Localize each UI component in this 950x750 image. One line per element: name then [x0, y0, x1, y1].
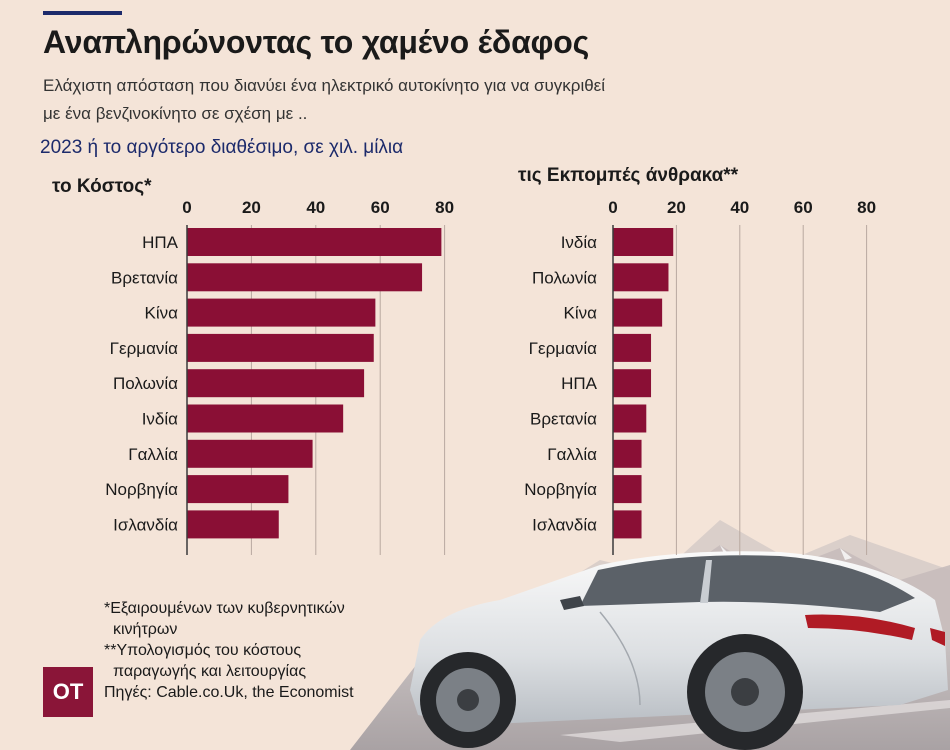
top-accent-rule — [43, 11, 122, 15]
panel-1-tick-label-1: 20 — [242, 198, 261, 217]
panel-1-bar-4 — [187, 369, 365, 398]
panel-2-tick-label-4: 80 — [857, 198, 876, 217]
panel-1-bar-3 — [187, 333, 374, 362]
panel-2-category-label-6: Γαλλία — [547, 445, 597, 464]
panel-2-category-label-0: Ινδία — [561, 233, 597, 252]
panel-2-bar-0 — [613, 228, 674, 256]
panel-1-tick-label-0: 0 — [182, 198, 191, 217]
panel-1-title: το Κόστος* — [52, 176, 152, 197]
panel-1-bar-8 — [187, 510, 279, 539]
panel-1-bar-2 — [187, 298, 376, 327]
panel-1-category-label-3: Γερμανία — [110, 339, 179, 358]
panel-1-category-label-0: ΗΠΑ — [142, 233, 179, 252]
unit-note: 2023 ή το αργότερο διαθέσιμο, σε χιλ. μί… — [40, 137, 404, 158]
footnote-1-line-2: κινήτρων — [113, 621, 178, 638]
panel-2-category-label-1: Πολωνία — [532, 268, 597, 287]
footnote-2-line-2: παραγωγής και λειτουργίας — [113, 663, 307, 680]
panel-1-bar-6 — [187, 439, 313, 468]
footnote-1-line-1: *Εξαιρουμένων των κυβερνητικών — [104, 600, 345, 617]
chart-title: Αναπληρώνοντας το χαμένο έδαφος — [43, 24, 590, 60]
panel-1-bar-7 — [187, 475, 289, 504]
panel-2-category-label-7: Νορβηγία — [524, 480, 597, 499]
panel-2-tick-label-0: 0 — [608, 198, 617, 217]
panel-1-bar-0 — [187, 228, 442, 256]
panel-2-category-label-4: ΗΠΑ — [561, 374, 598, 393]
panel-1-bar-5 — [187, 404, 344, 433]
panel-2-bar-8 — [613, 510, 642, 539]
panel-2-tick-label-2: 40 — [730, 198, 749, 217]
panel-2-bar-3 — [613, 333, 652, 362]
sources-note: Πηγές: Cable.co.Uk, the Economist — [104, 684, 354, 701]
panel-2-bar-4 — [613, 369, 652, 398]
panel-2-category-label-3: Γερμανία — [529, 339, 598, 358]
panel-2-bar-2 — [613, 298, 663, 327]
panel-1-category-label-8: Ισλανδία — [113, 515, 178, 534]
car — [410, 551, 948, 750]
panel-1-category-label-2: Κίνα — [145, 304, 179, 323]
panel-2-bar-1 — [613, 263, 669, 292]
panel-2-title: τις Εκπομπές άνθρακα** — [518, 165, 739, 186]
panel-2-tick-label-1: 20 — [667, 198, 686, 217]
panel-1-category-label-7: Νορβηγία — [105, 480, 178, 499]
subtitle-line-1: Ελάχιστη απόσταση που διανύει ένα ηλεκτρ… — [43, 76, 606, 95]
panel-1-tick-label-4: 80 — [435, 198, 454, 217]
panel-1-bar-1 — [187, 263, 423, 292]
panel-1-category-label-6: Γαλλία — [128, 445, 178, 464]
panel-2-category-label-2: Κίνα — [564, 304, 598, 323]
panel-2-bar-5 — [613, 404, 647, 433]
panel-2-category-label-5: Βρετανία — [530, 410, 597, 429]
panel-2-bar-6 — [613, 439, 642, 468]
panel-1-tick-label-3: 60 — [371, 198, 390, 217]
panel-2-category-label-8: Ισλανδία — [532, 515, 597, 534]
panel-1-category-label-4: Πολωνία — [113, 374, 178, 393]
footnotes: *Εξαιρουμένων των κυβερνητικών κινήτρων … — [104, 598, 354, 703]
panel-1-category-label-1: Βρετανία — [111, 268, 178, 287]
panel-2-tick-label-3: 60 — [794, 198, 813, 217]
subtitle-line-2: με ένα βενζινοκίνητο σε σχέση με .. — [43, 104, 308, 123]
panel-1-category-label-5: Ινδία — [142, 410, 178, 429]
panel-2-bar-7 — [613, 475, 642, 504]
ot-logo: OT — [43, 667, 93, 717]
footnote-2-line-1: **Υπολογισμός του κόστους — [104, 642, 302, 659]
panel-1-tick-label-2: 40 — [306, 198, 325, 217]
